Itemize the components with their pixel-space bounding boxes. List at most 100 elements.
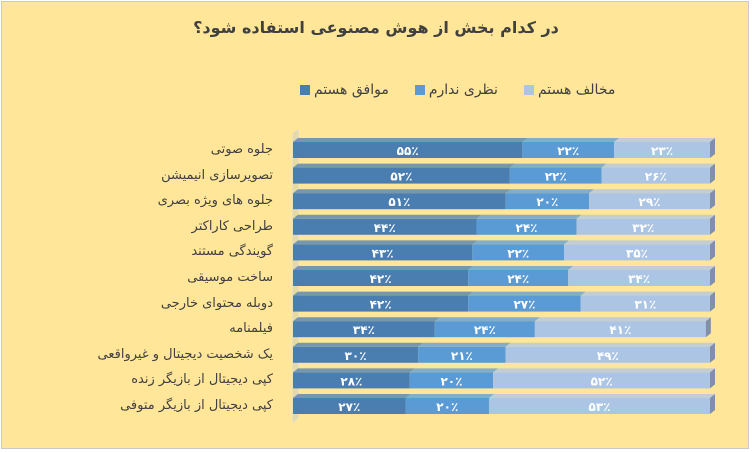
bar-side-face (710, 189, 715, 210)
data-label: ۴۲٪ (370, 298, 392, 312)
bar-top-face (293, 189, 511, 194)
bar-segment (564, 244, 710, 261)
legend: موافق هستم نظری ندارم مخالف هستم (300, 80, 615, 100)
bar-top-face (476, 214, 582, 219)
bar-top-face (472, 240, 570, 245)
bar-top-face (509, 163, 607, 168)
bar-top-face (576, 214, 715, 219)
bar-top-face (468, 266, 574, 270)
data-label: ۳۴٪ (353, 323, 375, 337)
data-label: ۲۲٪ (507, 246, 529, 260)
bar-top-face (493, 368, 715, 373)
data-label: ۲۰٪ (536, 195, 558, 209)
bar-top-face (589, 189, 715, 194)
bar-top-face (418, 342, 511, 347)
legend-label: موافق هستم (314, 82, 389, 98)
category-label: کپی دیجیتال از بازیگر زنده (131, 372, 273, 388)
bar-top-face (614, 138, 715, 142)
legend-item: موافق هستم (300, 80, 389, 100)
bar-segment (293, 142, 523, 158)
legend-item: نظری ندارم (414, 80, 498, 100)
data-label: ۴۹٪ (597, 349, 619, 363)
bar-segment (434, 321, 535, 338)
bar-top-face (293, 368, 415, 373)
data-label: ۲۱٪ (451, 349, 473, 363)
category-label: فیلمنامه (229, 321, 273, 337)
bar-top-face (488, 394, 715, 398)
legend-swatch (523, 85, 534, 95)
bar-segment (534, 321, 706, 338)
chart-title: در کدام بخش از هوش مصنوعی استفاده شود؟ (193, 18, 559, 37)
bar-segment (405, 398, 489, 414)
category-label: ساخت موسیقی (187, 270, 273, 285)
legend-swatch (414, 85, 425, 95)
data-label: ۲۶٪ (645, 170, 667, 184)
data-label: ۴۲٪ (370, 272, 392, 286)
bar-top-face (293, 317, 440, 322)
bar-segment (505, 193, 590, 210)
bar-side-face (710, 291, 715, 312)
bar-segment (293, 218, 477, 235)
bar-segment (293, 372, 410, 389)
bar-top-face (293, 394, 411, 398)
bar-segment (293, 321, 435, 338)
data-label: ۲۷٪ (338, 400, 360, 414)
bar-side-face (710, 163, 715, 184)
bar-segment (293, 270, 469, 286)
legend-swatch (300, 85, 310, 95)
bar-segment (493, 372, 710, 389)
legend-label: نظری ندارم (428, 82, 498, 98)
bar-side-face (705, 317, 711, 338)
data-label: ۳۱٪ (634, 298, 656, 312)
category-label: تصویرسازی انیمیشن (161, 167, 273, 183)
bar-segment (409, 372, 494, 389)
category-label: دوبله محتوای خارجی (160, 295, 273, 311)
category-label: یک شخصیت دیجیتال و غیرواقعی (97, 346, 273, 362)
bar-top-face (293, 291, 474, 296)
bar-segment (509, 167, 602, 184)
bar-side-face (710, 394, 715, 414)
bar-segment (589, 193, 710, 210)
bar-side-face (710, 214, 715, 235)
bar-side-face (710, 138, 715, 158)
bar-top-face (293, 342, 424, 347)
bar-top-face (534, 317, 711, 322)
data-label: ۲۴٪ (474, 323, 496, 337)
data-label: ۵۳٪ (589, 400, 611, 414)
bar-segment (293, 193, 506, 210)
data-label: ۵۲٪ (591, 374, 613, 388)
bar-side-face (710, 240, 715, 261)
bar-segment (293, 398, 406, 414)
bar-segment (293, 295, 469, 312)
category-label: گویندگی مستند (191, 244, 273, 260)
bar-segment (293, 346, 419, 363)
data-label: ۲۲٪ (545, 170, 567, 184)
bar-top-face (293, 138, 528, 142)
data-label: ۲۹٪ (639, 195, 661, 209)
bar-segment (472, 244, 565, 261)
bar-top-face (293, 266, 474, 270)
data-label: ۲۷٪ (513, 298, 535, 312)
bar-top-face (568, 266, 715, 270)
data-label: ۲۴٪ (507, 272, 529, 286)
bar-segment (614, 142, 710, 158)
data-label: ۲۳٪ (651, 144, 673, 158)
bar-segment (505, 346, 710, 363)
category-label: جلوه صوتی (210, 142, 273, 157)
data-label: ۴۳٪ (372, 246, 394, 260)
data-label: ۵۵٪ (397, 144, 419, 158)
bar-side-face (710, 368, 715, 389)
bar-top-face (601, 163, 715, 168)
category-label: جلوه های ویژه بصری (157, 193, 273, 209)
bar-top-face (522, 138, 620, 142)
data-label: ۴۱٪ (609, 323, 631, 337)
data-label: ۲۸٪ (340, 374, 362, 388)
data-label: ۴۴٪ (374, 221, 396, 235)
bar-top-face (580, 291, 715, 296)
bar-segment (468, 270, 569, 286)
data-label: ۳۲٪ (632, 221, 654, 235)
bar-segment (576, 218, 710, 235)
bar-side-face (710, 266, 715, 286)
